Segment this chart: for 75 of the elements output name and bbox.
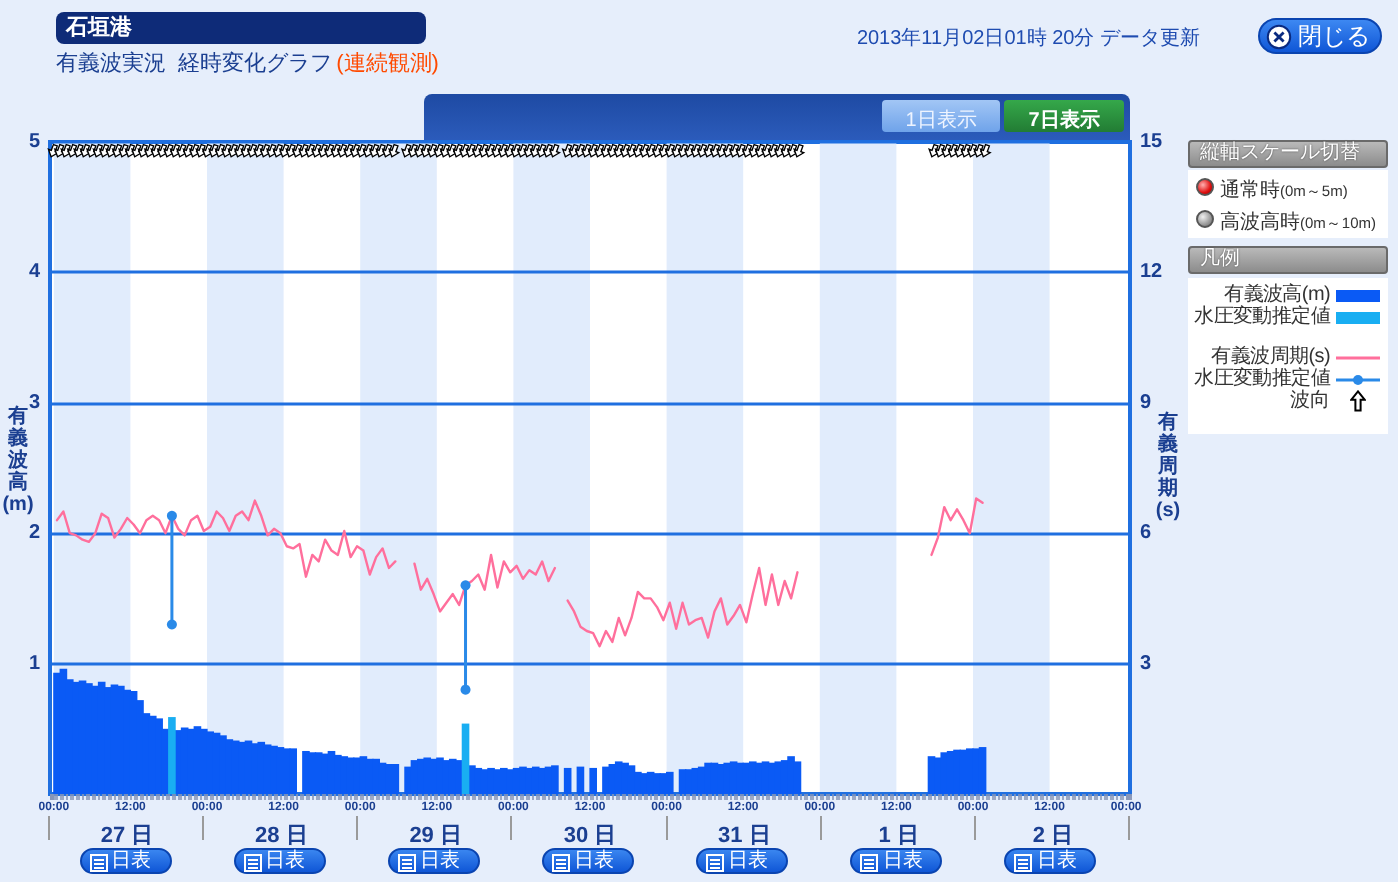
point (166, 510, 177, 521)
y-axis-title: 有義波高(m) (2, 406, 34, 516)
tab-button: 7日表示 (1004, 100, 1124, 132)
chart-subtitle: 有義波実況 経時変化グラフ (56, 52, 333, 76)
bar (461, 723, 470, 794)
text: 2 日 (1032, 824, 1074, 848)
text: (連続観測) (336, 52, 439, 76)
bar (206, 731, 215, 794)
y-tick-label: 1 (28, 652, 41, 675)
bar (576, 766, 585, 794)
legend-label: 有義波周期(s) (1211, 346, 1330, 368)
bar (123, 689, 132, 794)
legend-label: 有義波高(m) (1224, 284, 1330, 306)
bar (774, 761, 783, 794)
day-table-button: 日表 (696, 848, 789, 874)
header-bar: 凡例 (1188, 246, 1388, 274)
y2-tick-label: 6 (1140, 522, 1152, 545)
bar (53, 672, 61, 794)
bar (289, 748, 297, 794)
bar (665, 771, 674, 794)
chart-title: 石垣港 (66, 14, 132, 42)
y2-tick-label: 9 (1140, 391, 1152, 414)
bar (168, 717, 176, 794)
text: 通常時 (1220, 180, 1280, 202)
text: 2013年11月02日01時 20分 データ更新 (856, 26, 1200, 52)
bar (563, 767, 572, 794)
y-tick-label: 3 (28, 391, 41, 414)
bar (391, 764, 400, 794)
bar (602, 766, 610, 794)
header-bar: 縦軸スケール切替 (1188, 140, 1388, 168)
point (460, 580, 471, 591)
bar (640, 773, 649, 794)
bar (257, 741, 266, 794)
y2-axis-title: 有義周期(s) (1153, 412, 1183, 522)
text: 波向 (1290, 390, 1330, 412)
day-table-button: 日表 (542, 848, 634, 874)
point (166, 619, 177, 630)
y-tick-label: 5 (28, 131, 41, 153)
bar (551, 765, 559, 794)
close-button: 閉じる (1258, 18, 1382, 54)
text: 27 日 (100, 824, 154, 848)
bar (302, 750, 310, 794)
text: 1 日 (878, 824, 919, 848)
y2-tick-label: 12 (1140, 261, 1164, 284)
tab-button: 1日表示 (882, 100, 1000, 132)
legend-label: 水圧変動推定値 (1194, 306, 1330, 328)
bar (455, 760, 463, 794)
day-table-button: 日表 (79, 848, 172, 874)
day-table-button: 日表 (387, 848, 480, 874)
text: 高波高時 (1220, 212, 1300, 234)
text: 29 日 (409, 824, 462, 848)
bar (940, 752, 949, 794)
y2-tick-label: 3 (1140, 652, 1152, 675)
bar (340, 756, 349, 794)
bar (589, 767, 598, 794)
legend-title: 凡例 (1200, 248, 1240, 272)
point (460, 684, 471, 695)
bar (91, 685, 100, 794)
y2-tick-label: 15 (1140, 131, 1164, 153)
day-table-button: 日表 (233, 848, 326, 874)
y-tick-label: 2 (28, 522, 41, 545)
day-table-button: 日表 (1004, 848, 1097, 874)
text: 31 日 (717, 824, 771, 848)
bar (423, 757, 432, 794)
bar (404, 766, 412, 794)
text: 30 日 (563, 824, 617, 848)
bar (723, 762, 732, 794)
day-table-button: 日表 (850, 848, 943, 874)
bar (793, 761, 802, 794)
bar (474, 767, 483, 794)
text: 28 日 (255, 824, 308, 848)
y-tick-label: 4 (28, 261, 41, 284)
bar (978, 747, 987, 794)
legend-label: 水圧変動推定値 (1194, 368, 1330, 390)
bar (506, 769, 515, 794)
